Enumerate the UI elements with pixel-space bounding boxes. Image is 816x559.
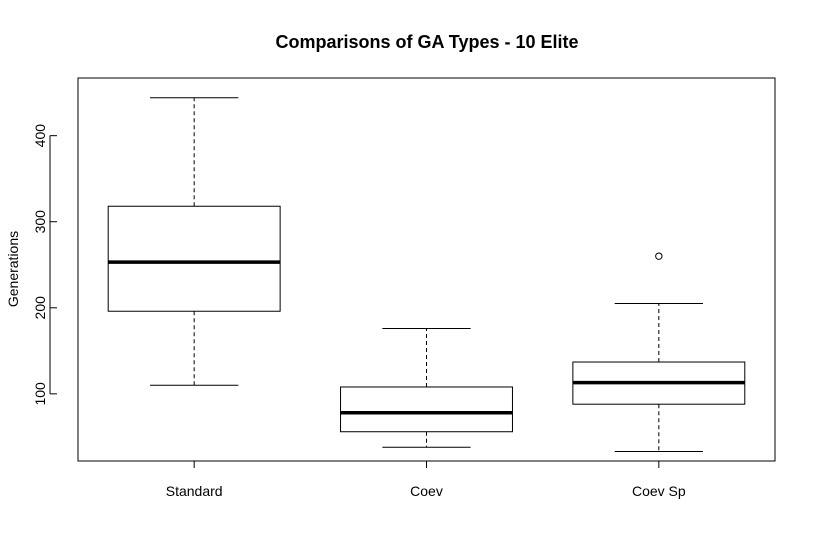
x-tick-label: Coev Sp bbox=[632, 483, 686, 499]
boxes bbox=[107, 97, 746, 453]
x-axis: Standard Coev Coev Sp bbox=[166, 461, 686, 499]
x-tick-label: Coev bbox=[410, 483, 443, 499]
y-tick-label: 100 bbox=[32, 382, 48, 406]
y-tick-label: 200 bbox=[32, 296, 48, 320]
box-coev-sp bbox=[572, 252, 746, 453]
iqr-box bbox=[340, 386, 513, 433]
box-coev bbox=[340, 327, 513, 448]
box-standard bbox=[107, 97, 281, 386]
x-tick-label: Standard bbox=[166, 483, 223, 499]
y-axis: 100 200 300 400 bbox=[32, 124, 57, 406]
chart-title: Comparisons of GA Types - 10 Elite bbox=[275, 32, 578, 52]
y-tick-label: 300 bbox=[32, 210, 48, 234]
outlier-point bbox=[655, 252, 663, 260]
iqr-box bbox=[107, 205, 281, 312]
y-axis-label: Generations bbox=[5, 231, 21, 307]
y-tick-label: 400 bbox=[32, 124, 48, 148]
